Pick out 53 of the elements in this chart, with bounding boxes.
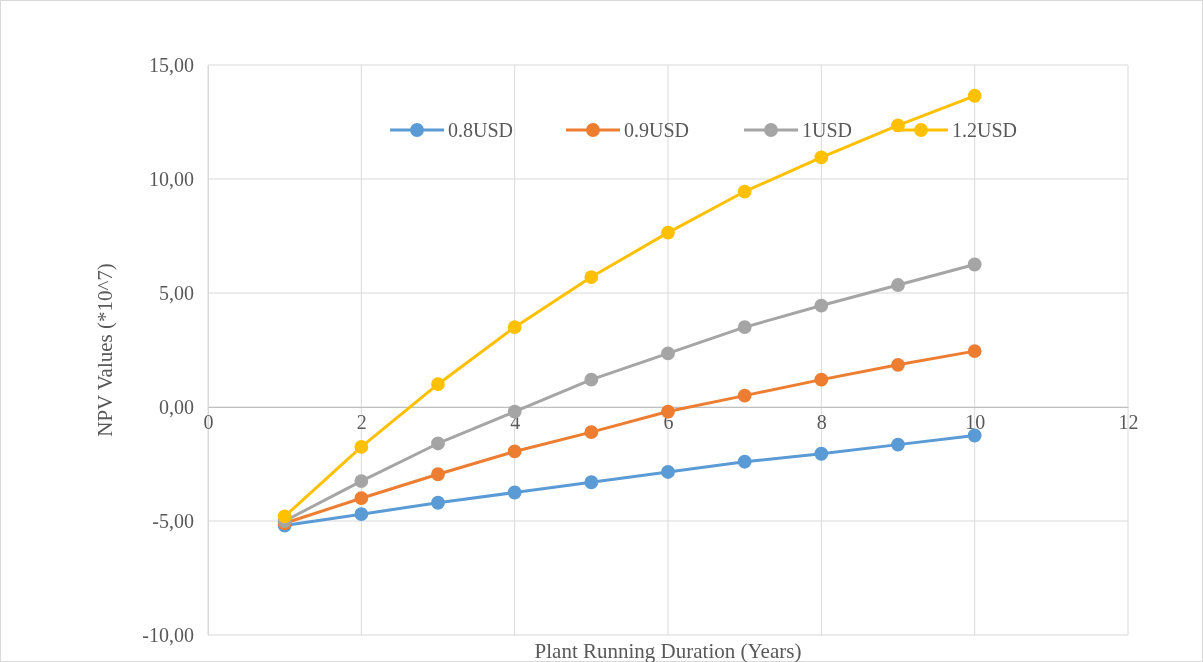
point — [891, 437, 905, 452]
point — [737, 184, 752, 199]
point — [891, 278, 905, 292]
point — [507, 444, 522, 459]
point — [737, 454, 752, 469]
point — [354, 440, 369, 454]
point — [584, 270, 599, 284]
legend-label: 1.2USD — [952, 119, 1018, 141]
y-tick-label: 0,00 — [159, 395, 194, 418]
point — [431, 495, 445, 510]
point — [584, 372, 599, 387]
point — [507, 485, 522, 500]
legend-label: 1USD — [802, 119, 853, 141]
point — [431, 377, 445, 392]
point — [737, 388, 752, 403]
y-tick-label: 15,00 — [149, 53, 194, 76]
point — [967, 88, 982, 103]
point — [661, 225, 675, 240]
point — [814, 298, 829, 313]
point — [967, 344, 982, 359]
x-tick-label: 2 — [356, 411, 367, 434]
point — [814, 446, 829, 461]
point — [661, 346, 675, 361]
point — [507, 404, 522, 419]
y-tick-label: -5,00 — [152, 509, 194, 532]
x-tick-label: 12 — [1118, 411, 1139, 434]
point — [737, 320, 752, 335]
point — [354, 491, 369, 506]
point — [277, 509, 292, 524]
y-tick-label: 10,00 — [149, 167, 194, 190]
point — [584, 425, 599, 439]
legend-label: 0.9USD — [624, 119, 690, 141]
x-axis-title: Plant Running Duration (Years) — [534, 639, 802, 662]
x-tick-label: 8 — [816, 411, 827, 434]
point — [661, 404, 675, 419]
point — [431, 467, 445, 482]
legend-label: 0.8USD — [448, 119, 514, 141]
point — [354, 474, 369, 488]
point — [814, 150, 829, 165]
y-tick-label: 5,00 — [159, 281, 194, 304]
point — [507, 320, 522, 335]
y-axis-title: NPV Values (*10^7) — [93, 263, 117, 437]
point — [431, 436, 445, 451]
point — [584, 475, 599, 490]
point — [354, 507, 369, 522]
y-tick-label: -10,00 — [142, 623, 194, 646]
point — [967, 428, 982, 443]
point — [891, 357, 905, 372]
point — [661, 465, 675, 479]
point — [967, 257, 982, 272]
x-tick-label: 0 — [203, 411, 214, 434]
x-tick-label: 10 — [965, 411, 986, 434]
point — [814, 372, 829, 387]
